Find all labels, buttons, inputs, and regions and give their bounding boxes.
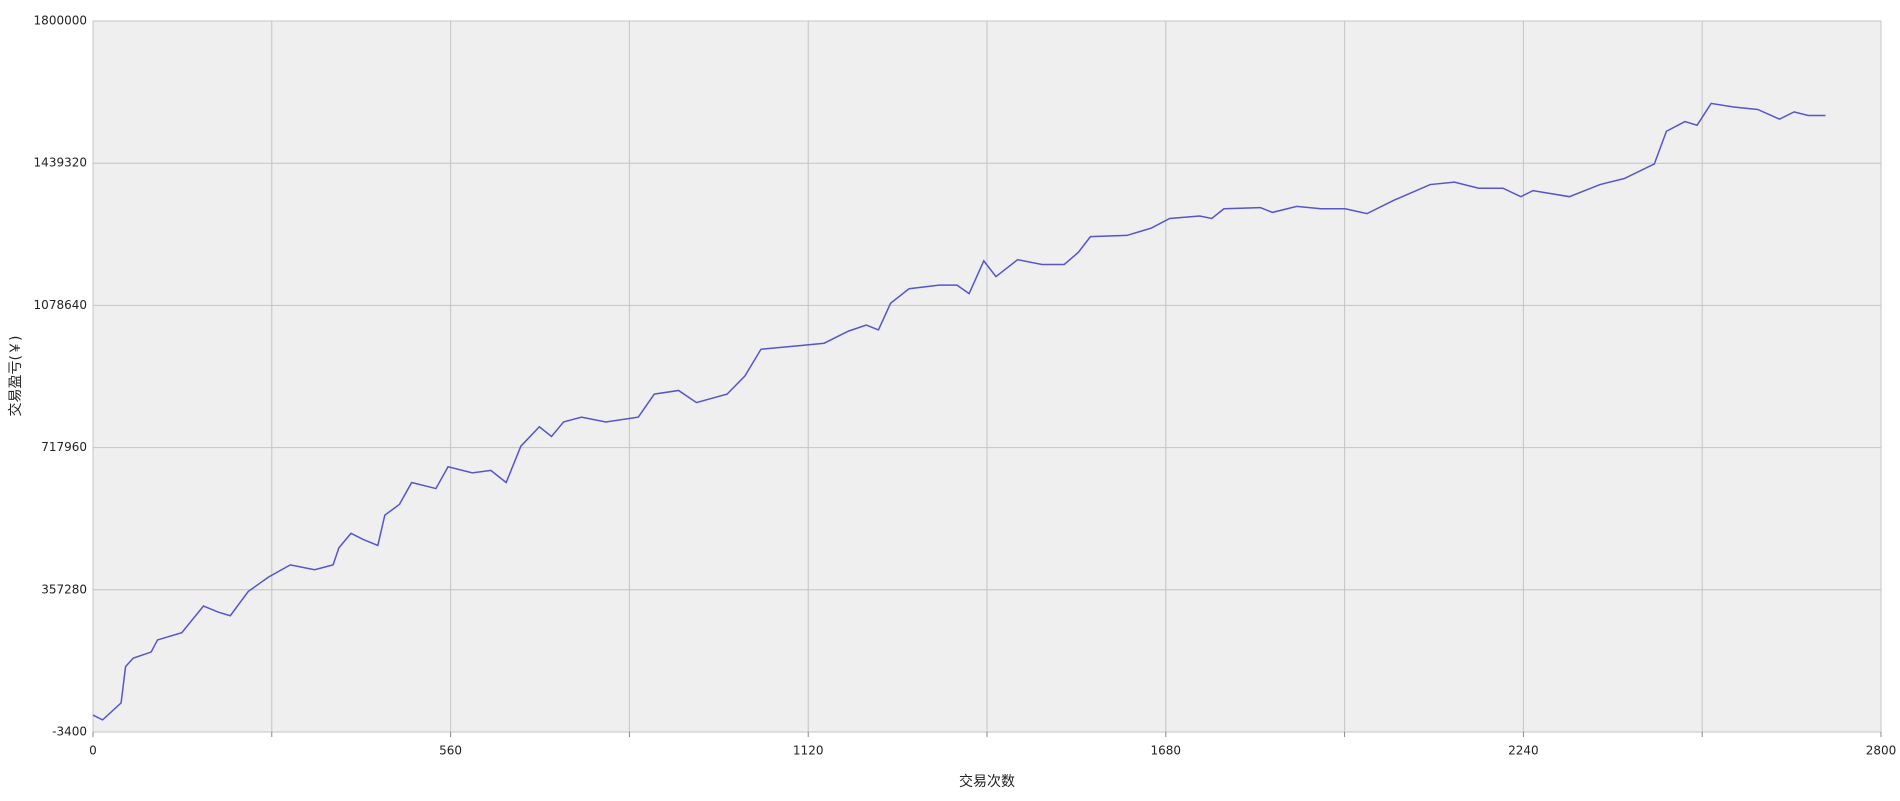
y-tick-label: 357280 [41, 582, 87, 596]
y-tick-label: 1078640 [34, 298, 87, 312]
y-tick-label: 1800000 [34, 14, 87, 28]
y-tick-label: 1439320 [34, 156, 87, 170]
x-tick-label: 0 [89, 744, 97, 758]
y-axis-label: 交易盈亏(￥) [7, 336, 24, 417]
x-axis-label: 交易次数 [959, 773, 1015, 790]
x-tick-label: 1120 [793, 744, 824, 758]
x-tick-label: 1680 [1151, 744, 1182, 758]
data-line [92, 102, 1826, 721]
x-tick-label: 2800 [1866, 744, 1897, 758]
y-tick-label: -3400 [52, 725, 87, 739]
x-tick-label: 2240 [1508, 744, 1539, 758]
x-tick-label: 560 [439, 744, 462, 758]
y-tick-label: 717960 [41, 440, 87, 454]
